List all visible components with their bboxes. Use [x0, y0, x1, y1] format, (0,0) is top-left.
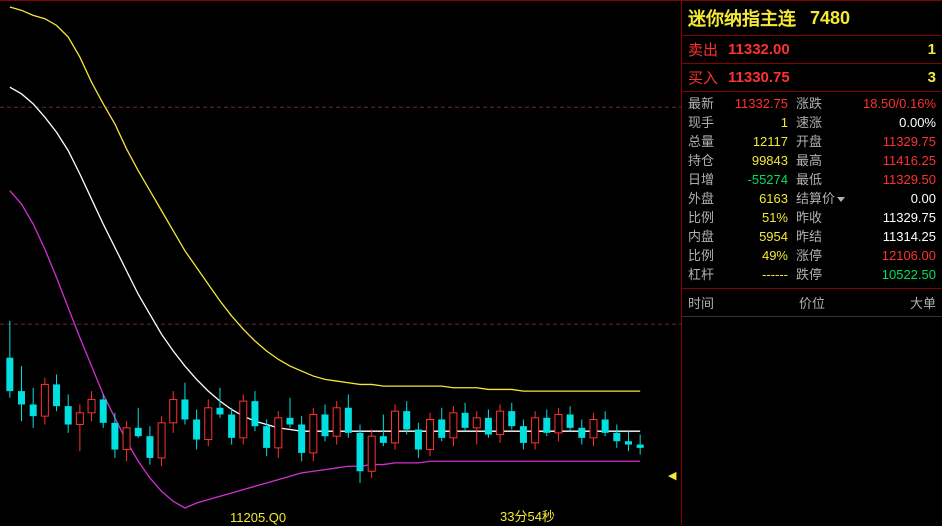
info-row: 杠杆------跌停10522.50: [688, 265, 936, 284]
info-label-right: 跌停: [796, 265, 846, 284]
info-value-right: 12106.00: [846, 246, 936, 265]
info-row: 比例49%涨停12106.00: [688, 246, 936, 265]
info-value-left: 99843: [724, 151, 796, 170]
info-value-right: 11416.25: [846, 151, 936, 170]
info-value-left: 51%: [724, 208, 796, 227]
info-row: 日增-55274最低11329.50: [688, 170, 936, 189]
info-label-left: 持仓: [688, 151, 724, 170]
info-value-right: 10522.50: [846, 265, 936, 284]
instrument-title[interactable]: 迷你纳指主连 7480: [682, 1, 942, 36]
bid-qty: 3: [906, 69, 936, 86]
info-row: 现手1速涨0.00%: [688, 113, 936, 132]
info-row: 总量12117开盘11329.75: [688, 132, 936, 151]
info-row: 最新11332.75涨跌18.50/0.16%: [688, 94, 936, 113]
info-label-left: 杠杆: [688, 265, 724, 284]
info-value-right: 11329.75: [846, 132, 936, 151]
price-arrow-icon: ◀: [668, 469, 676, 482]
info-value-left: 1: [724, 113, 796, 132]
ts-col-price: 价位: [771, 293, 854, 312]
info-table: 最新11332.75涨跌18.50/0.16%现手1速涨0.00%总量12117…: [682, 92, 942, 289]
info-value-right: 11329.50: [846, 170, 936, 189]
info-label-right: 昨结: [796, 227, 846, 246]
info-value-left: 11332.75: [724, 94, 796, 113]
info-label-right: 结算价: [796, 189, 846, 208]
info-value-right: 0.00: [846, 189, 936, 208]
info-value-left: 5954: [724, 227, 796, 246]
info-value-right: 0.00%: [846, 113, 936, 132]
ts-col-size: 大单: [853, 293, 936, 312]
info-value-right: 11329.75: [846, 208, 936, 227]
ask-price: 11332.00: [728, 41, 906, 58]
info-value-left: 12117: [724, 132, 796, 151]
info-label-left: 比例: [688, 208, 724, 227]
info-row: 持仓99843最高11416.25: [688, 151, 936, 170]
instrument-code: 7480: [810, 8, 850, 29]
info-row: 外盘6163结算价0.00: [688, 189, 936, 208]
info-label-left: 外盘: [688, 189, 724, 208]
ask-label: 卖出: [688, 39, 728, 60]
info-label-right: 涨停: [796, 246, 846, 265]
bid-label: 买入: [688, 67, 728, 88]
info-label-right: 最高: [796, 151, 846, 170]
info-label-left: 内盘: [688, 227, 724, 246]
info-label-right: 开盘: [796, 132, 846, 151]
info-value-left: 6163: [724, 189, 796, 208]
chart-low-label: 11205.Q0: [230, 510, 286, 525]
candlestick-chart[interactable]: 11205.Q0 33分54秒 ◀: [0, 0, 682, 525]
quote-sidebar: 迷你纳指主连 7480 卖出 11332.00 1 买入 11330.75 3 …: [682, 0, 942, 525]
info-row: 比例51%昨收11329.75: [688, 208, 936, 227]
info-value-left: 49%: [724, 246, 796, 265]
dropdown-icon[interactable]: [837, 197, 845, 202]
timesales-header: 时间 价位 大单: [682, 289, 942, 317]
info-label-left: 最新: [688, 94, 724, 113]
info-label-left: 比例: [688, 246, 724, 265]
instrument-name: 迷你纳指主连: [688, 5, 796, 31]
info-label-right: 昨收: [796, 208, 846, 227]
ts-col-time: 时间: [688, 293, 771, 312]
info-value-left: -55274: [724, 170, 796, 189]
info-label-right: 最低: [796, 170, 846, 189]
info-label-right: 涨跌: [796, 94, 846, 113]
info-label-right: 速涨: [796, 113, 846, 132]
bid-row[interactable]: 买入 11330.75 3: [682, 64, 942, 92]
info-label-left: 总量: [688, 132, 724, 151]
info-label-left: 日增: [688, 170, 724, 189]
info-label-left: 现手: [688, 113, 724, 132]
ask-row[interactable]: 卖出 11332.00 1: [682, 36, 942, 64]
info-row: 内盘5954昨结11314.25: [688, 227, 936, 246]
info-value-right: 11314.25: [846, 227, 936, 246]
bid-price: 11330.75: [728, 69, 906, 86]
ask-qty: 1: [906, 41, 936, 58]
info-value-right: 18.50/0.16%: [846, 94, 936, 113]
chart-countdown: 33分54秒: [500, 506, 555, 525]
info-value-left: ------: [724, 265, 796, 284]
